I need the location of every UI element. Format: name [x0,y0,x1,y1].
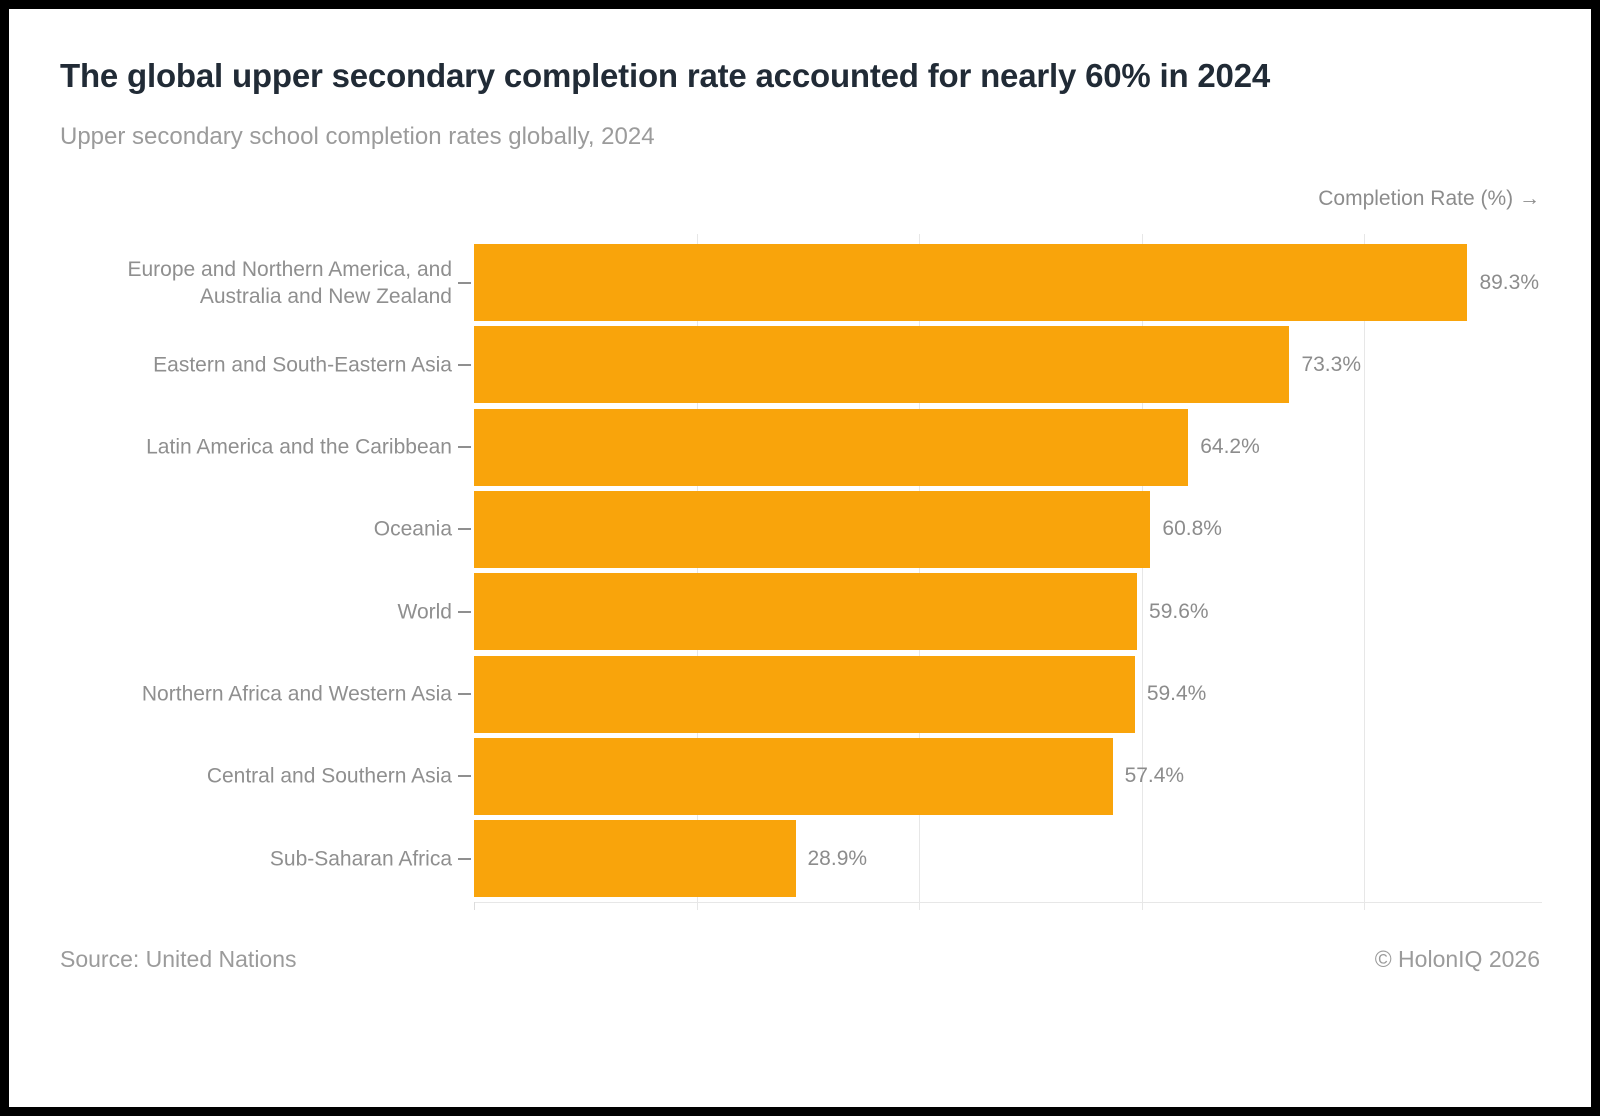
y-axis-labels: Europe and Northern America, and Austral… [9,234,471,902]
category-tick [458,610,471,613]
bar-value-label: 28.9% [807,846,868,870]
category-label: Northern Africa and Western Asia [141,682,452,706]
category-tick [458,857,471,860]
gridline-60 [1141,234,1143,910]
category-label: Oceania [373,517,452,541]
gridline-40 [919,234,920,910]
source-note: Source: United Nations [60,946,297,972]
bar-value-label: 89.3% [1479,270,1539,294]
bar-row: 64.2% [474,408,1542,486]
category-tick [458,528,471,531]
category-tick [458,775,471,778]
bar-value-label: 59.6% [1149,599,1209,623]
bar-row: 57.4% [474,737,1542,815]
bar [474,737,1113,815]
bar [474,408,1189,486]
x-axis-title: Completion Rate (%) → [1318,187,1540,210]
bar-value-label: 60.8% [1162,517,1222,541]
bar [474,820,796,898]
bar [474,655,1135,733]
bar-row: 73.3% [474,326,1542,404]
bar [474,573,1138,651]
page-title: The global upper secondary completion ra… [60,57,1271,94]
bar-row: 59.4% [474,655,1542,733]
bar-value-label: 73.3% [1301,352,1361,376]
gridline-20 [696,234,698,910]
page-subtitle: Upper secondary school completion rates … [60,123,655,150]
bar-row: 89.3% [474,244,1542,321]
chart-card: The global upper secondary completion ra… [9,9,1591,1107]
gridline-80 [1364,234,1365,910]
category-tick [458,281,471,284]
bar-value-label: 57.4% [1124,764,1185,788]
category-label: Latin America and the Caribbean [146,435,452,459]
bar-row: 59.6% [474,573,1542,651]
category-label: Sub-Saharan Africa [269,847,452,871]
category-label: Europe and Northern America, and Austral… [127,257,452,308]
bar [474,490,1151,568]
category-tick [458,363,471,366]
copyright-note: © HolonIQ 2026 [1374,946,1540,972]
bar-row: 60.8% [474,490,1542,568]
category-tick [458,446,471,449]
bar [474,326,1290,404]
bar [474,244,1468,321]
bar-value-label: 59.4% [1146,682,1207,705]
plot-area: 89.3% 73.3% 64.2% 60.8% 59.6% 59.4% 57.4% 28.9% [474,234,1542,910]
category-label: World [397,600,452,624]
category-label: Central and Southern Asia [206,764,452,788]
category-label: Eastern and South-Eastern Asia [153,353,452,377]
bar-row: 28.9% [474,820,1542,898]
category-tick [458,693,471,695]
bar-value-label: 64.2% [1200,435,1260,459]
x-axis-tick-0 [474,902,475,910]
